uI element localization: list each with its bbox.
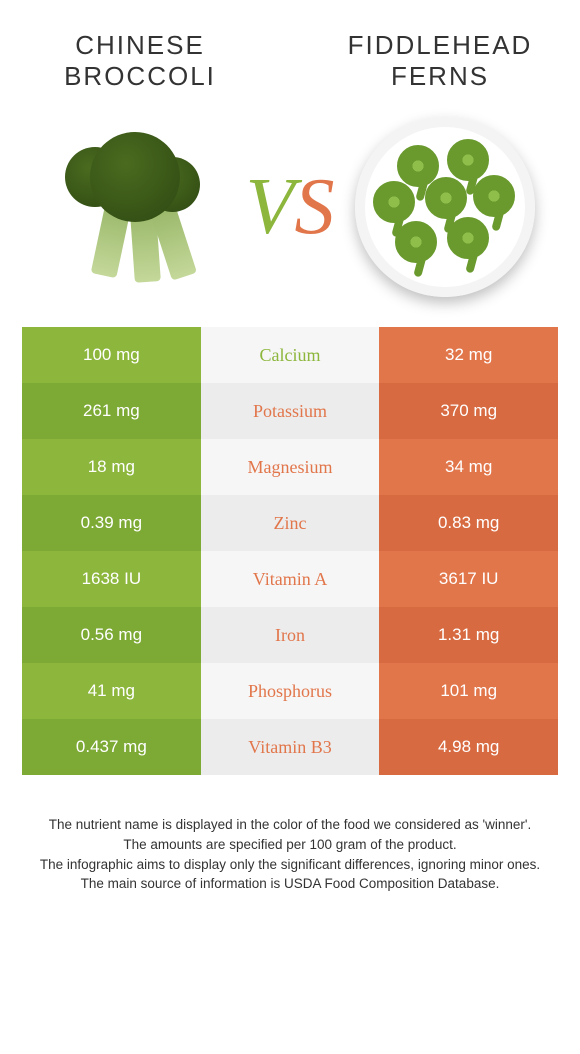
footer-line-4: The main source of information is USDA F… [28,874,552,894]
table-row: 100 mgCalcium32 mg [22,327,558,383]
value-right: 4.98 mg [379,719,558,775]
nutrient-label: Vitamin A [201,551,380,607]
value-left: 0.39 mg [22,495,201,551]
value-left: 18 mg [22,439,201,495]
comparison-table: 100 mgCalcium32 mg261 mgPotassium370 mg1… [22,327,558,775]
vs-label: VS [230,167,350,247]
footer-line-1: The nutrient name is displayed in the co… [28,815,552,835]
food-title-right: Fiddlehead Ferns [340,30,540,92]
value-right: 101 mg [379,663,558,719]
nutrient-label: Phosphorus [201,663,380,719]
table-row: 41 mgPhosphorus101 mg [22,663,558,719]
table-row: 261 mgPotassium370 mg [22,383,558,439]
value-left: 1638 IU [22,551,201,607]
broccoli-icon [50,122,220,292]
header: Chinese Broccoli Fiddlehead Ferns [0,0,580,102]
nutrient-label: Zinc [201,495,380,551]
footer-notes: The nutrient name is displayed in the co… [0,775,580,893]
value-right: 0.83 mg [379,495,558,551]
table-row: 0.56 mgIron1.31 mg [22,607,558,663]
value-right: 3617 IU [379,551,558,607]
value-left: 41 mg [22,663,201,719]
images-row: VS [0,102,580,327]
value-right: 1.31 mg [379,607,558,663]
food-image-right [350,112,540,302]
table-row: 0.39 mgZinc0.83 mg [22,495,558,551]
food-title-left: Chinese Broccoli [40,30,240,92]
vs-s: S [294,163,334,251]
nutrient-label: Vitamin B3 [201,719,380,775]
value-left: 261 mg [22,383,201,439]
fiddlehead-bowl-icon [355,117,535,297]
table-row: 0.437 mgVitamin B34.98 mg [22,719,558,775]
vs-v: V [246,163,295,251]
nutrient-label: Iron [201,607,380,663]
value-right: 34 mg [379,439,558,495]
value-left: 0.56 mg [22,607,201,663]
nutrient-label: Potassium [201,383,380,439]
food-image-left [40,112,230,302]
value-left: 0.437 mg [22,719,201,775]
nutrient-label: Calcium [201,327,380,383]
value-right: 32 mg [379,327,558,383]
table-row: 18 mgMagnesium34 mg [22,439,558,495]
value-left: 100 mg [22,327,201,383]
footer-line-3: The infographic aims to display only the… [28,855,552,875]
nutrient-label: Magnesium [201,439,380,495]
footer-line-2: The amounts are specified per 100 gram o… [28,835,552,855]
table-row: 1638 IUVitamin A3617 IU [22,551,558,607]
value-right: 370 mg [379,383,558,439]
